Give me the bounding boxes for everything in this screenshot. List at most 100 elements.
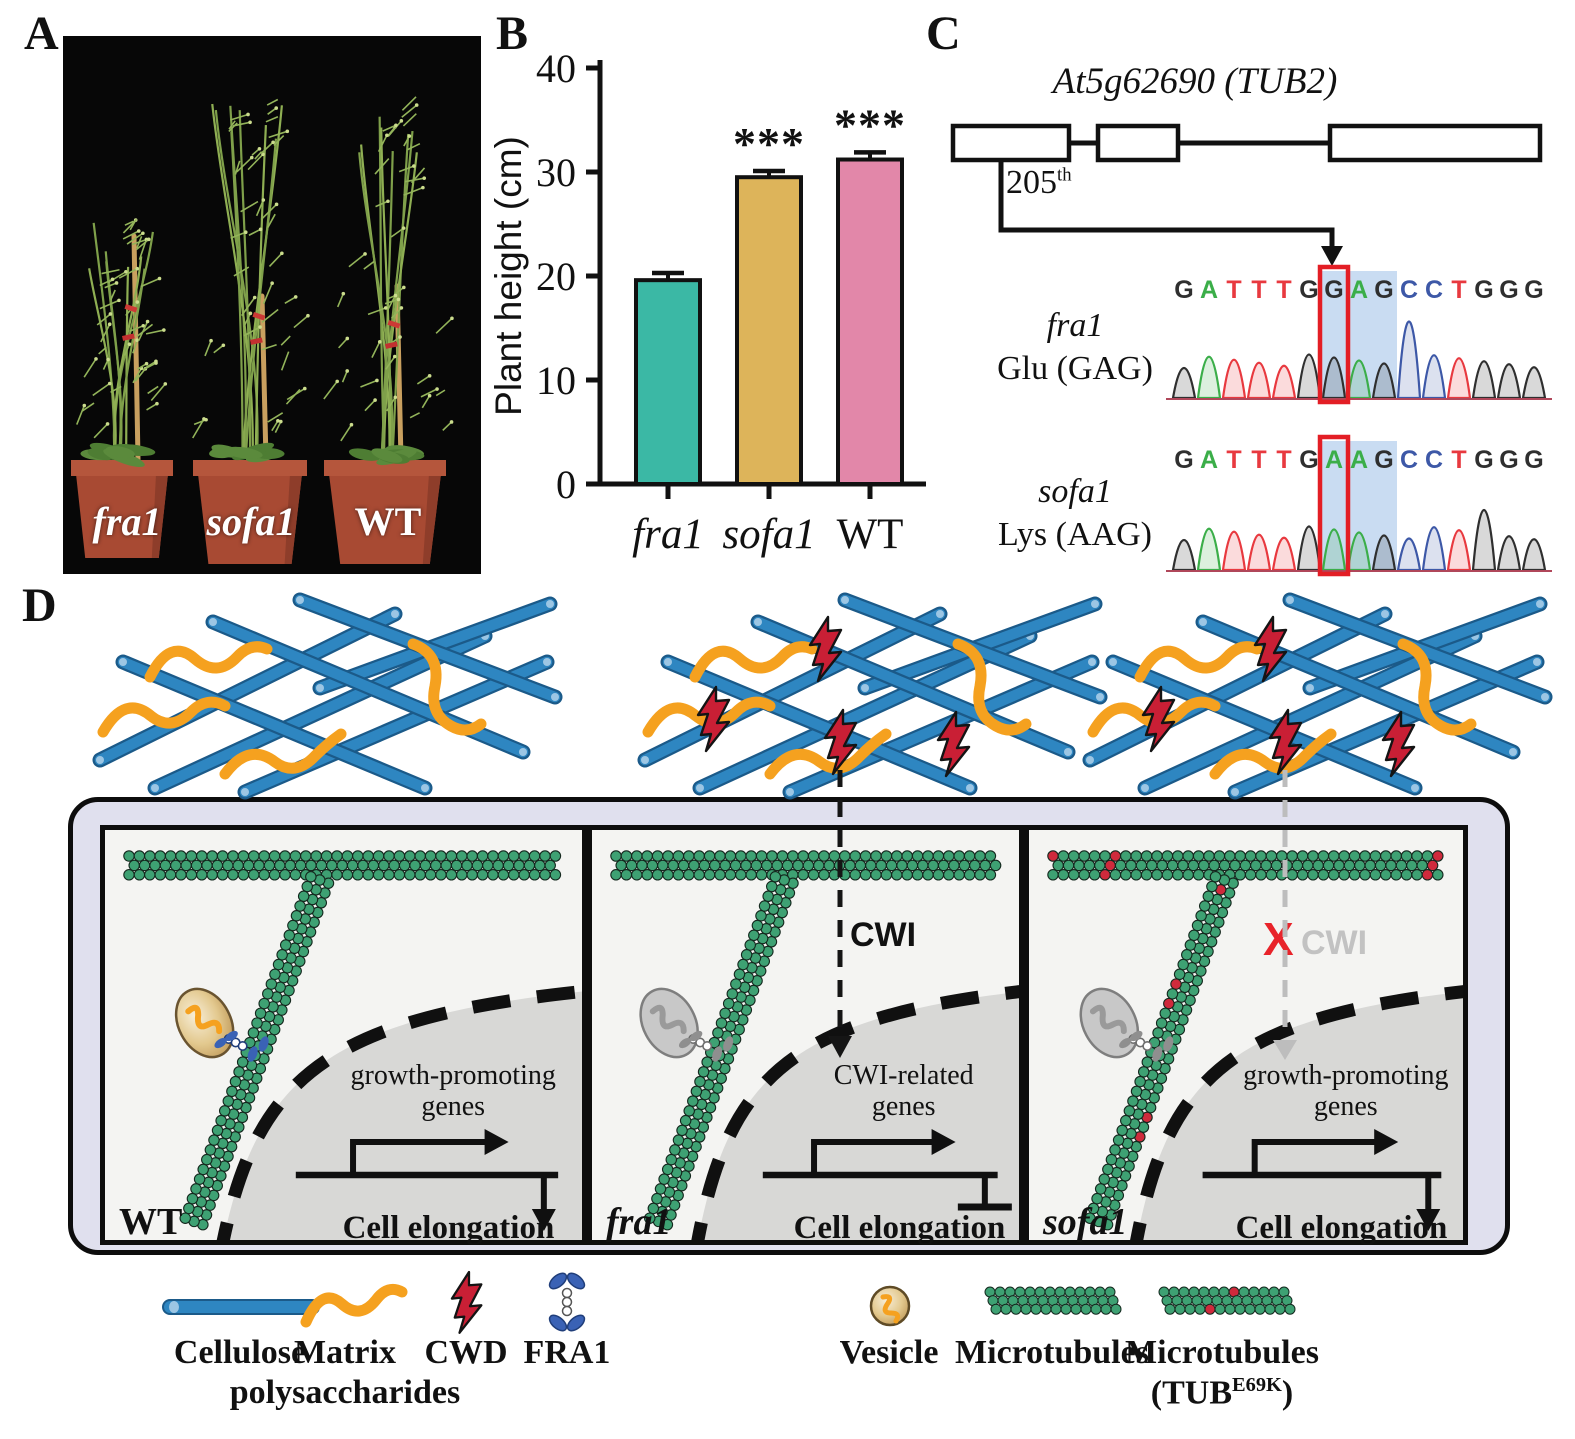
matrix-polysaccharide	[1209, 728, 1337, 780]
codon-highlight	[1321, 271, 1397, 400]
plant-fra1	[71, 218, 173, 558]
fra1-motor	[214, 1030, 269, 1062]
chromatogram-row-label-sofa1: sofa1 Lys (AAG)	[965, 470, 1185, 556]
trace-peak	[1196, 355, 1222, 400]
mutation-position-suffix: th	[1057, 164, 1072, 186]
trace-peak	[1296, 525, 1322, 572]
sub-pre: (TUB	[1150, 1374, 1233, 1412]
trace-peak	[1321, 528, 1347, 572]
base-letter: T	[1451, 446, 1466, 474]
nucleus-boundary	[1130, 985, 1463, 1240]
vesicle-inactive	[639, 987, 699, 1059]
trace-peak	[1346, 531, 1372, 572]
base-letter: G	[1474, 276, 1493, 304]
cell-panel-fra1: CWI-related genes Cell elongation fra1 C…	[587, 825, 1024, 1246]
trace-peak	[1221, 530, 1247, 572]
cwd-lightning-icon	[1253, 615, 1288, 683]
cwd-lightning-icon	[823, 708, 858, 776]
legend-label-cwd: CWD	[424, 1334, 508, 1371]
matrix-polysaccharide	[1087, 696, 1221, 738]
bar-sofa1	[735, 175, 803, 486]
cellulose-rod	[94, 608, 401, 766]
vesicle	[174, 987, 235, 1059]
fra1-motor	[678, 1030, 734, 1062]
cellulose-rod	[784, 656, 1098, 798]
exon-box	[1095, 123, 1181, 163]
exon-box	[950, 123, 1072, 163]
matrix-polysaccharide	[764, 728, 892, 780]
codon-label: Lys (AAG)	[998, 516, 1152, 553]
base-letter: T	[1226, 276, 1241, 304]
cwi-label-blocked: CWI	[1301, 924, 1368, 962]
trace-peak	[1221, 358, 1247, 400]
plant-label-sofa1: sofa1	[206, 499, 296, 544]
trace-peak	[1446, 529, 1472, 572]
trace-peak	[1521, 538, 1547, 572]
panel-d-label: D	[22, 579, 57, 632]
trace-peak	[1496, 535, 1522, 572]
base-letter: T	[1276, 446, 1291, 474]
genes-text-line2: genes	[421, 1091, 486, 1122]
promote-arrow	[531, 1209, 556, 1231]
cwd-lightning-icon	[936, 710, 971, 778]
effect-label: Cell elongation	[1235, 1210, 1448, 1246]
significance-stars: ***	[834, 99, 906, 150]
trace-peak	[1246, 533, 1272, 572]
matrix-polysaccharide	[144, 641, 273, 683]
chromatogram-row-label-fra1: fra1 Glu (GAG)	[965, 304, 1185, 390]
cellulose-rod	[294, 594, 561, 703]
base-letter: G	[1499, 276, 1518, 304]
y-axis-title: Plant height (cm)	[488, 136, 529, 416]
matrix-polysaccharide	[689, 641, 818, 683]
trace-peak	[1496, 363, 1522, 400]
base-letter: T	[1226, 446, 1241, 474]
panel-b-label: B	[496, 7, 529, 60]
base-letter: T	[1251, 276, 1266, 304]
plant-height-chart: 0 10 20 30 40 Plant height (cm) fra1 *** sofa1 **…	[488, 46, 926, 558]
matrix-polysaccharide	[642, 696, 776, 738]
cellulose-rod	[1139, 630, 1481, 794]
effect-label: Cell elongation	[793, 1210, 1006, 1246]
cwi-blocked-x-mark: X	[1263, 913, 1294, 965]
trace-peak	[1371, 362, 1397, 400]
plant-label-wt: WT	[354, 499, 422, 544]
nucleus-boundary	[216, 985, 582, 1240]
base-letter: A	[1200, 446, 1218, 474]
genes-text-line1: CWI-related	[833, 1060, 974, 1091]
legend-icons	[162, 1270, 1296, 1334]
trace-peak	[1421, 354, 1447, 400]
codon-highlight	[1321, 441, 1397, 572]
matrix-polysaccharide	[97, 696, 231, 738]
exon-box	[1327, 123, 1543, 163]
legend-label-microtubules-mutant-line2: (TUBE69K)	[1151, 1374, 1293, 1412]
trace-peak	[1446, 357, 1472, 400]
microtubule-mutant-icon	[1158, 1286, 1296, 1315]
mutation-position-number: 205	[1006, 164, 1057, 201]
legend-label-matrix-line2: polysaccharides	[229, 1374, 461, 1411]
base-letter: G	[1324, 276, 1343, 304]
plant-label-fra1: fra1	[92, 499, 162, 544]
legend-label-microtubules: Microtubules	[955, 1334, 1149, 1371]
cell-wall-network-sofa1	[1082, 592, 1553, 800]
cell-name: WT	[119, 1201, 183, 1243]
legend-label-microtubules-mutant: Microtubules	[1125, 1334, 1319, 1371]
cell-panel-sofa1: growth-promoting genes Cell elongation s…	[1024, 825, 1468, 1246]
bar-fra1	[634, 278, 702, 486]
significance-stars: ***	[733, 118, 805, 169]
plant-sofa1	[192, 98, 310, 564]
genes-text-line1: growth-promoting	[350, 1060, 556, 1091]
matrix-polysaccharide	[1397, 638, 1477, 736]
transcription-arrow	[1251, 1139, 1377, 1175]
microtubule-icon	[984, 1286, 1122, 1315]
matrix-polysaccharide	[219, 728, 347, 780]
gene-title: At5g62690 (TUB2)	[1052, 61, 1338, 102]
cellulose-rod	[1084, 608, 1391, 766]
trace-peak	[1396, 537, 1422, 572]
promote-arrow	[1416, 1209, 1441, 1231]
transcription-arrow	[350, 1139, 487, 1175]
base-letter: C	[1400, 446, 1418, 474]
cellulose-rod	[839, 594, 1106, 703]
base-letter: G	[1499, 446, 1518, 474]
mutated-base-box	[1317, 264, 1351, 405]
